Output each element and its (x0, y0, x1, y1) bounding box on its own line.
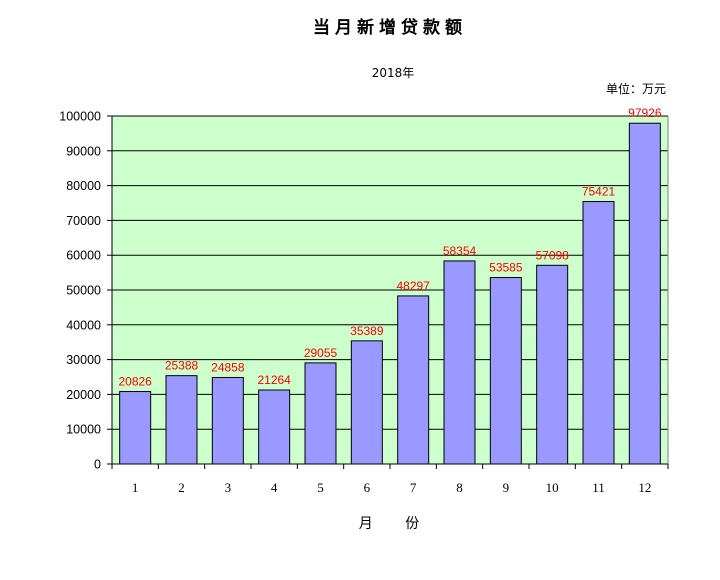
y-tick-label: 40000 (66, 318, 101, 332)
bar (397, 295, 430, 465)
x-tick-label: 8 (456, 480, 463, 495)
data-label: 97926 (628, 106, 662, 120)
y-tick-label: 60000 (66, 249, 101, 263)
y-tick-labels: 0 10000 20000 30000 40000 50000 60000 70000 8000… (59, 110, 101, 472)
bar (628, 122, 661, 465)
bars (119, 122, 661, 465)
data-label: 58354 (443, 244, 477, 258)
y-tick-label: 100000 (59, 110, 101, 124)
x-tick-label: 4 (271, 480, 278, 495)
y-tick-label: 20000 (66, 388, 101, 402)
data-label: 21264 (257, 373, 291, 387)
x-tick-label: 12 (638, 480, 651, 495)
x-tick-label: 9 (503, 480, 510, 495)
y-tick-label: 10000 (66, 423, 101, 437)
y-tick-label: 80000 (66, 179, 101, 193)
data-labels: 20826 25388 24858 21264 29055 35389 48297 58354… (118, 106, 661, 388)
x-tick-label: 3 (225, 480, 232, 495)
x-axis-label: 月 份 (359, 516, 433, 532)
bar (119, 391, 152, 465)
unit-label: 单位：万元 (606, 81, 666, 96)
data-label: 24858 (211, 360, 245, 374)
x-tick-label: 7 (410, 480, 417, 495)
bar (350, 340, 383, 465)
y-tick-label: 30000 (66, 353, 101, 367)
data-label: 20826 (118, 375, 152, 389)
x-tick-labels: 1 2 3 4 5 6 7 8 9 10 11 12 (132, 480, 651, 495)
axes (107, 115, 669, 469)
data-label: 25388 (165, 359, 199, 373)
x-tick-label: 10 (546, 480, 559, 495)
bar (443, 260, 476, 465)
chart-title: 当月新增贷款额 (313, 17, 467, 38)
bar (211, 376, 244, 465)
data-label: 53585 (489, 261, 523, 275)
data-label: 75421 (582, 185, 616, 199)
bar (165, 375, 198, 465)
data-label: 29055 (304, 346, 338, 360)
data-label: 57098 (535, 248, 569, 262)
y-tick-label: 0 (94, 458, 101, 472)
x-tick-label: 11 (592, 480, 605, 495)
data-label: 35389 (350, 324, 384, 338)
x-tick-label: 2 (178, 480, 185, 495)
bar (536, 264, 569, 465)
y-tick-label: 90000 (66, 144, 101, 158)
y-tick-label: 50000 (66, 284, 101, 298)
gridlines (112, 115, 668, 430)
bar (489, 277, 522, 465)
x-tick-label: 5 (317, 480, 324, 495)
chart-subtitle: 2018年 (372, 66, 415, 80)
bar (582, 201, 615, 465)
bar (258, 389, 291, 465)
x-tick-label: 1 (132, 480, 139, 495)
data-label: 48297 (396, 279, 430, 293)
x-tick-label: 6 (364, 480, 371, 495)
bar (304, 362, 337, 465)
y-tick-label: 70000 (66, 214, 101, 228)
